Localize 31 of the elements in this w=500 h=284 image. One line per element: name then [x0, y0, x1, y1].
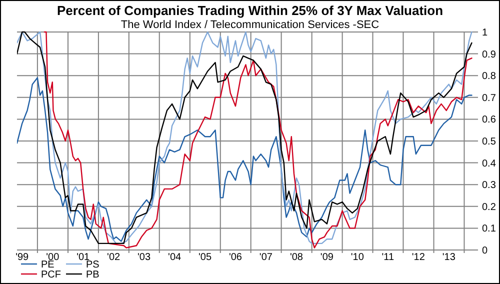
x-tick-label: '09: [320, 252, 334, 263]
y-tick-label: 0.2: [482, 202, 496, 213]
x-tick-label: '08: [290, 252, 304, 263]
x-tick-label: '05: [198, 252, 212, 263]
x-tick-label: '99: [16, 252, 30, 263]
chart-title: Percent of Companies Trading Within 25% of 3Y Max Valuation: [56, 3, 444, 18]
x-tick-label: '13: [442, 252, 456, 263]
y-tick-label: 1: [482, 28, 488, 38]
chart-subtitle: The World Index / Telecommunication Services -SEC: [120, 19, 380, 31]
x-tick-label: '03: [137, 252, 151, 263]
y-tick-label: 0: [482, 246, 488, 256]
y-tick-label: 0.5: [482, 136, 496, 148]
line-series: [17, 77, 472, 242]
x-tick-label: '02: [107, 252, 121, 263]
y-tick-label: 0.4: [482, 158, 496, 170]
y-tick-label: 0.9: [482, 49, 496, 60]
y-tick-label: 0.6: [482, 114, 496, 126]
legend-label: PB: [86, 270, 100, 280]
y-tick-label: 0.7: [482, 92, 496, 104]
y-tick-label: 0.1: [482, 224, 496, 235]
x-tick-label: '10: [350, 252, 364, 263]
x-tick-label: '06: [228, 252, 242, 263]
x-tick-label: '07: [259, 252, 273, 263]
y-tick-label: 0.3: [482, 180, 496, 192]
y-tick-label: 0.8: [482, 71, 496, 82]
legend-label: PE: [41, 260, 55, 270]
x-tick-label: '11: [382, 252, 394, 263]
legend-label: PS: [86, 260, 100, 270]
x-tick-label: '04: [168, 252, 182, 263]
legend-label: PCF: [41, 270, 61, 280]
x-tick-label: '12: [412, 252, 426, 263]
